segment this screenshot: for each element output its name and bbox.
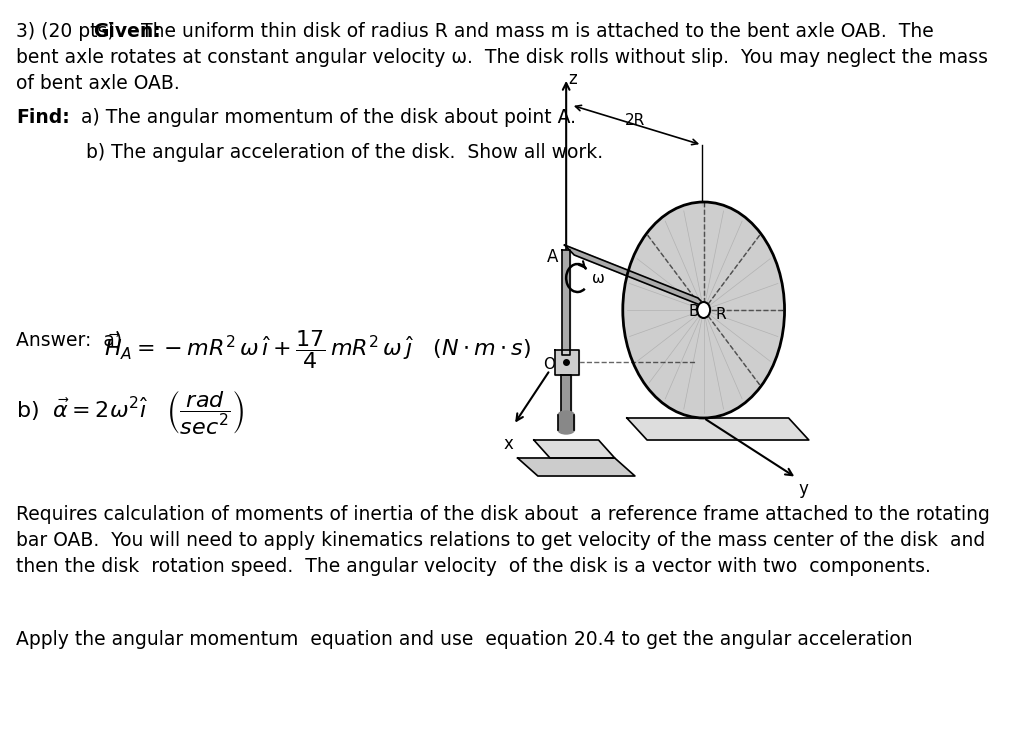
Text: of bent axle OAB.: of bent axle OAB. [16, 74, 180, 93]
Polygon shape [564, 245, 708, 308]
Text: z: z [568, 70, 578, 88]
Text: 3) (20 pts): 3) (20 pts) [16, 22, 127, 41]
Text: Requires calculation of moments of inertia of the disk about  a reference frame : Requires calculation of moments of inert… [16, 505, 990, 524]
Text: b) The angular acceleration of the disk.  Show all work.: b) The angular acceleration of the disk.… [86, 143, 603, 162]
Polygon shape [558, 415, 574, 430]
Text: bent axle rotates at constant angular velocity ω.  The disk rolls without slip. : bent axle rotates at constant angular ve… [16, 48, 988, 67]
Text: Apply the angular momentum  equation and use  equation 20.4 to get the angular a: Apply the angular momentum equation and … [16, 630, 912, 649]
Text: O: O [544, 356, 556, 371]
Text: B: B [688, 304, 698, 319]
Text: A: A [547, 248, 558, 266]
Polygon shape [534, 440, 614, 458]
Polygon shape [562, 250, 570, 355]
Text: b)  $\vec{\alpha} = 2\omega^2\hat{\imath}$   $\left(\dfrac{rad}{sec^2}\right)$: b) $\vec{\alpha} = 2\omega^2\hat{\imath}… [16, 388, 245, 436]
Polygon shape [627, 418, 809, 440]
Text: y: y [799, 480, 808, 498]
Text: Given:: Given: [93, 22, 161, 41]
Ellipse shape [558, 426, 574, 434]
Polygon shape [555, 350, 580, 375]
Polygon shape [518, 458, 635, 476]
Text: bar OAB.  You will need to apply kinematics relations to get velocity of the mas: bar OAB. You will need to apply kinemati… [16, 531, 985, 550]
Text: The uniform thin disk of radius R and mass m is attached to the bent axle OAB.  : The uniform thin disk of radius R and ma… [135, 22, 934, 41]
Text: then the disk  rotation speed.  The angular velocity  of the disk is a vector wi: then the disk rotation speed. The angula… [16, 557, 931, 576]
Text: 2R: 2R [625, 113, 645, 128]
Text: $\vec{H}_A = -mR^2\,\omega\,\hat{\imath} + \dfrac{17}{4}\,mR^2\,\omega\,\hat{\jm: $\vec{H}_A = -mR^2\,\omega\,\hat{\imath}… [103, 328, 530, 371]
Text: a) The angular momentum of the disk about point A.: a) The angular momentum of the disk abou… [63, 108, 577, 127]
Polygon shape [561, 375, 571, 415]
Text: Find:: Find: [16, 108, 70, 127]
Text: Answer:  a): Answer: a) [16, 330, 128, 349]
Circle shape [697, 302, 710, 318]
Text: x: x [504, 435, 514, 453]
Text: R: R [716, 307, 726, 321]
Text: ω: ω [592, 271, 605, 286]
Ellipse shape [623, 202, 784, 418]
Ellipse shape [558, 411, 574, 419]
